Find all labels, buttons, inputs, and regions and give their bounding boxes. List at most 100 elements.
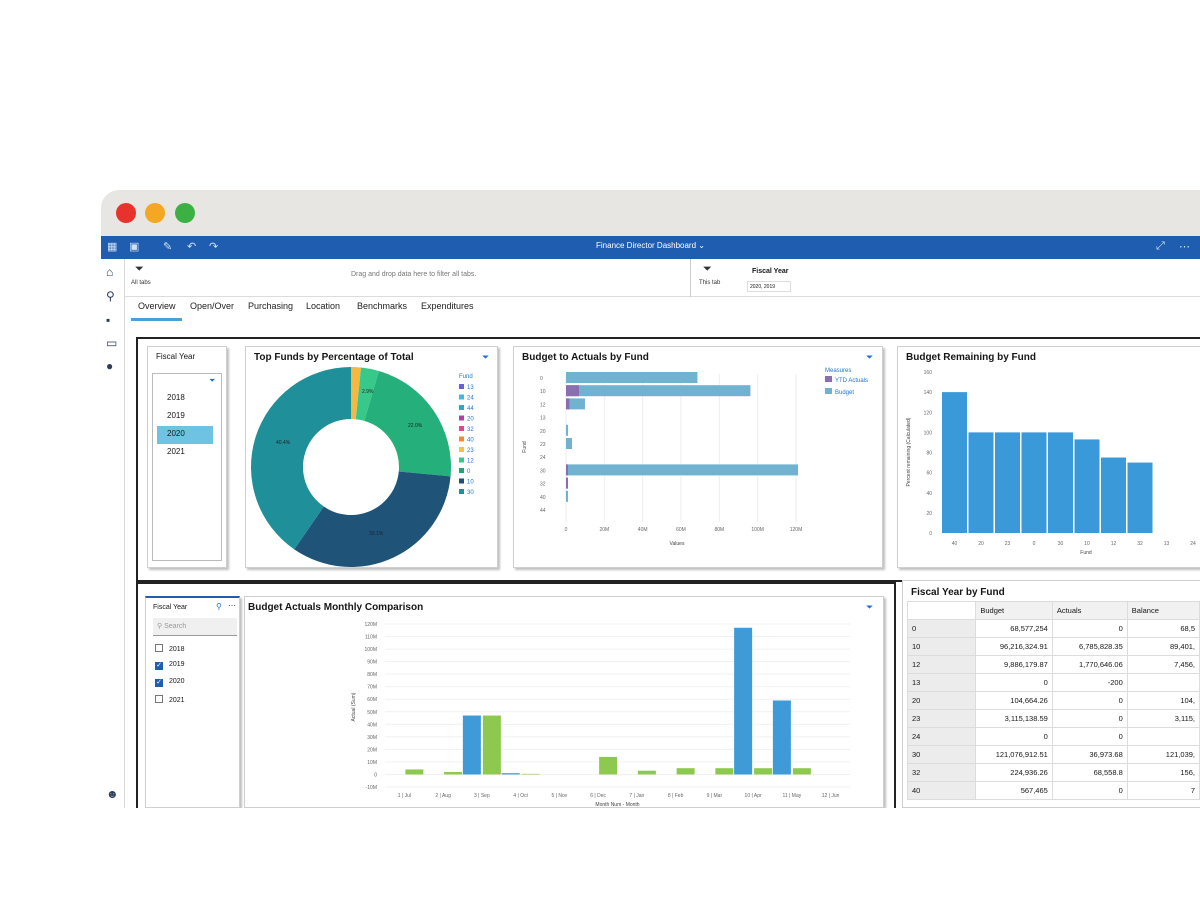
tab-bar: Overview Open/Over Purchasing Location B…: [125, 297, 1200, 323]
home-icon[interactable]: ⌂: [106, 265, 114, 279]
dashboard-title[interactable]: Finance Director Dashboard ⌄: [101, 241, 1200, 250]
x-tick-label: 6 | Dec: [590, 793, 606, 799]
row-header-cell: 40: [906, 781, 977, 800]
table-row[interactable]: 30 121,076,912.51 36,973.68 121,039,: [906, 745, 1200, 764]
tab-purchasing[interactable]: Purchasing: [248, 301, 294, 311]
more-icon[interactable]: ⋯: [228, 601, 236, 610]
redo-icon[interactable]: ↷: [209, 241, 219, 253]
table-cell: 36,973.68: [1051, 745, 1128, 764]
legend-label: 0: [467, 469, 471, 475]
checkbox-checked[interactable]: ✓: [155, 679, 163, 687]
pie-slice: [251, 367, 351, 550]
row-header-cell: 20: [906, 691, 977, 710]
legend-swatch: [459, 457, 464, 463]
folder-icon[interactable]: ▪: [106, 313, 111, 327]
table-row[interactable]: 20 104,664.26 0 104,: [906, 691, 1200, 710]
fiscal-year-option[interactable]: 2021: [167, 447, 185, 456]
search-icon[interactable]: ⚲: [106, 289, 115, 303]
checklist-item[interactable]: ✓ 2020: [155, 678, 185, 695]
table-cell: -200: [1051, 673, 1128, 692]
tab-benchmarks[interactable]: Benchmarks: [357, 301, 408, 311]
fiscal-year-filter-select[interactable]: 2020, 2019: [747, 281, 791, 292]
more-icon[interactable]: ⋯: [1179, 241, 1190, 253]
checkbox-checked[interactable]: ✓: [155, 662, 163, 670]
chevron-down-icon[interactable]: ⌄: [698, 241, 705, 250]
filter-icon[interactable]: ⏷: [482, 352, 490, 362]
fiscal-year-by-fund-table: Budget Actuals Balance 0 68,577,254 0 68,5 10 96…: [906, 601, 1200, 800]
fiscal-year-option[interactable]: 2019: [167, 411, 185, 420]
checklist-item[interactable]: 2018: [155, 644, 185, 661]
y-axis-label: Percent remaining (Calculated): [906, 417, 912, 486]
undo-icon[interactable]: ↶: [187, 241, 197, 253]
checklist-item[interactable]: 2021: [155, 695, 185, 712]
checklist-item[interactable]: ✓ 2019: [155, 661, 185, 678]
column-header[interactable]: Actuals: [1051, 601, 1128, 620]
y-tick-label: -10M: [366, 785, 377, 791]
checklist-item-label: 2020: [169, 678, 185, 685]
tab-expenditures[interactable]: Expenditures: [421, 301, 474, 311]
table-cell: 121,039,: [1126, 745, 1200, 764]
legend-title: Measures: [825, 368, 851, 374]
legend-swatch: [459, 426, 464, 431]
y-tick-label: 20M: [367, 747, 377, 753]
legend-swatch: [825, 376, 832, 382]
fiscal-year-list-title: Fiscal Year: [156, 352, 196, 361]
bar: [968, 432, 994, 533]
checkbox[interactable]: [155, 695, 163, 703]
table-row[interactable]: 40 567,465 0 7: [906, 781, 1200, 800]
y-tick-label: 100M: [364, 647, 377, 653]
expand-icon[interactable]: ⤢: [1156, 240, 1165, 252]
pencil-icon[interactable]: ✎: [163, 241, 173, 253]
filter-icon[interactable]: ⏷: [866, 352, 874, 362]
x-tick-label: 10: [1084, 541, 1090, 547]
filter-icon[interactable]: ⏷: [866, 602, 874, 612]
y-tick-label: 0: [929, 531, 932, 537]
apps-icon[interactable]: ▦: [107, 241, 118, 253]
bottom-section: [136, 582, 896, 808]
y-tick-label: 70M: [367, 685, 377, 691]
compass-icon[interactable]: ●: [106, 359, 114, 373]
y-axis-label: Actual (Sum): [351, 692, 357, 721]
bar-2019: [772, 700, 791, 775]
checklist-search-input[interactable]: ⚲ Search: [153, 618, 237, 636]
table-row[interactable]: 13 0 -200: [906, 673, 1200, 692]
maximize-dot[interactable]: [175, 203, 195, 223]
tab-overview[interactable]: Overview: [138, 301, 176, 311]
y-axis-label: Fund: [522, 441, 528, 453]
table-row[interactable]: 24 0 0: [906, 727, 1200, 746]
legend-title: Fund: [459, 374, 473, 380]
y-tick-label: 120M: [364, 622, 377, 628]
fiscal-year-list-panel: Fiscal Year ⏷ 2018 2019 2020 2021: [147, 346, 227, 568]
checkbox[interactable]: [155, 644, 163, 652]
camera-icon[interactable]: ▭: [106, 336, 118, 350]
filter-icon[interactable]: ⏷: [135, 263, 144, 275]
search-icon[interactable]: ⚲: [216, 602, 222, 611]
fiscal-year-option[interactable]: 2018: [167, 393, 185, 402]
filter-icon[interactable]: ⏷: [703, 263, 712, 275]
table-cell: 0: [1051, 781, 1128, 800]
bar-2020: [482, 715, 501, 775]
tab-open-over[interactable]: Open/Over: [190, 301, 235, 311]
close-dot[interactable]: [116, 203, 136, 223]
legend-swatch: [459, 405, 464, 410]
tab-location[interactable]: Location: [306, 301, 341, 311]
table-row[interactable]: 0 68,577,254 0 68,5: [906, 619, 1200, 638]
table-row[interactable]: 12 9,886,179.87 1,770,646.06 7,456,: [906, 655, 1200, 674]
table-row[interactable]: 32 224,936.26 68,558.8 156,: [906, 763, 1200, 782]
x-tick-label: 80M: [714, 527, 724, 533]
table-row[interactable]: 23 3,115,138.59 0 3,115,: [906, 709, 1200, 728]
x-axis-label: Month Num - Month: [595, 802, 639, 808]
column-header[interactable]: Balance: [1126, 601, 1200, 620]
slice-label: 2.9%: [362, 389, 374, 395]
column-header[interactable]: Budget: [975, 601, 1053, 620]
table-cell: 3,115,138.59: [975, 709, 1053, 728]
table-cell: 0: [1051, 691, 1128, 710]
save-icon[interactable]: ▣: [129, 241, 140, 253]
filter-icon[interactable]: ⏷: [209, 376, 216, 385]
drop-hint[interactable]: Drag and drop data here to filter all ta…: [351, 271, 477, 278]
minimize-dot[interactable]: [145, 203, 165, 223]
user-icon[interactable]: ☻: [106, 787, 119, 801]
table-row[interactable]: 10 96,216,324.91 6,785,828.35 89,401,: [906, 637, 1200, 656]
bar: [1127, 462, 1153, 533]
fiscal-year-option-selected[interactable]: 2020: [157, 426, 213, 444]
